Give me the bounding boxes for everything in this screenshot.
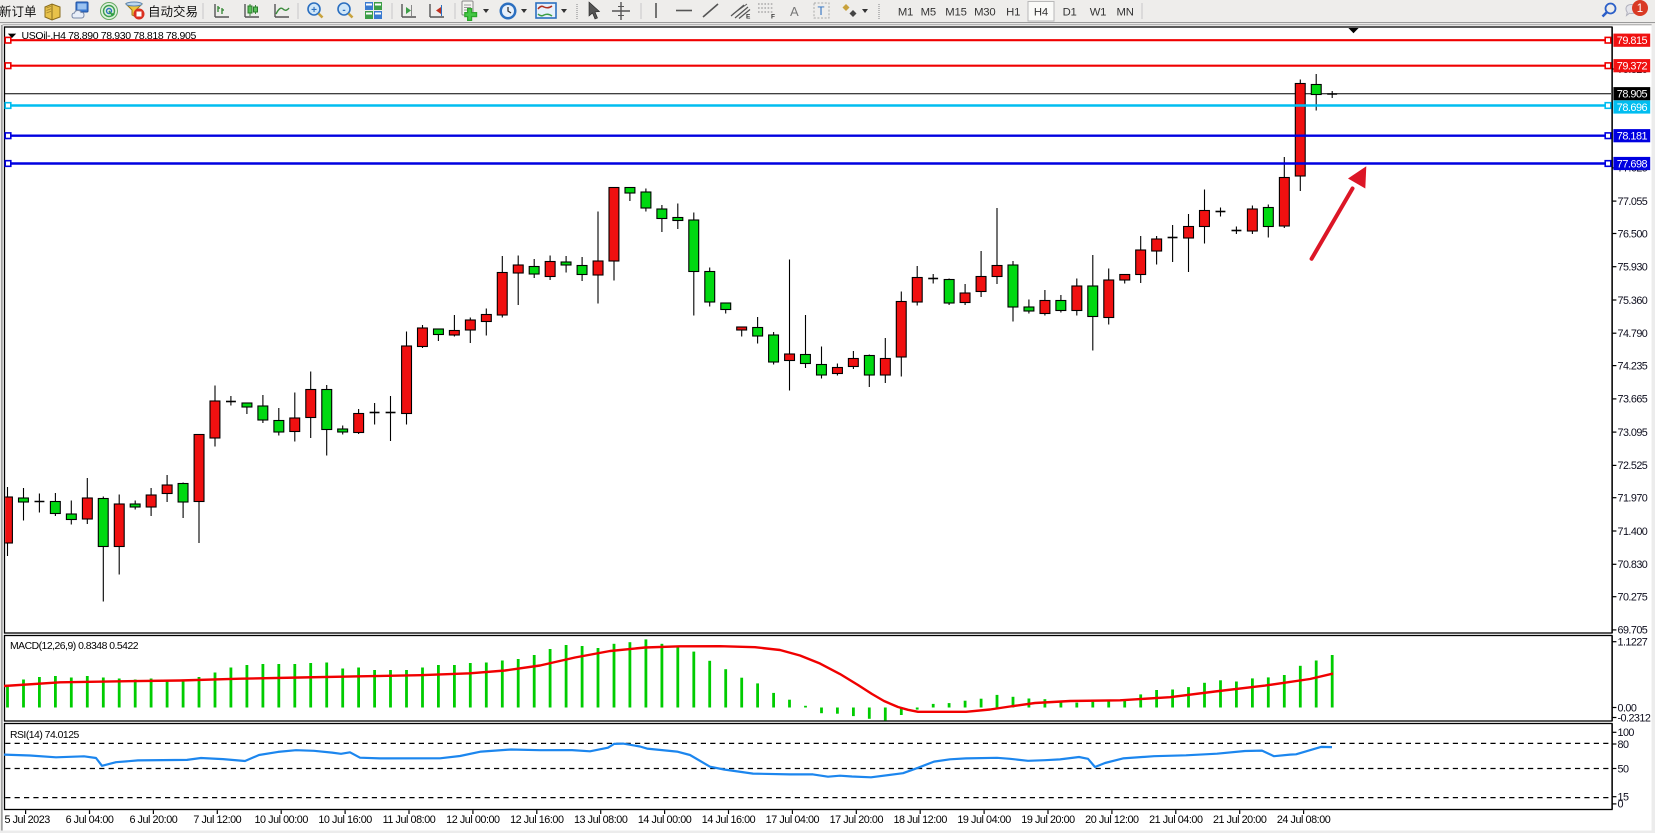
svg-text:12 Jul 16:00: 12 Jul 16:00 xyxy=(510,814,564,826)
svg-text:70.830: 70.830 xyxy=(1618,559,1648,571)
svg-text:80: 80 xyxy=(1618,739,1629,751)
svg-text:78.905: 78.905 xyxy=(1617,89,1648,101)
svg-text:H4: H4 xyxy=(1034,7,1048,19)
svg-text:10 Jul 00:00: 10 Jul 00:00 xyxy=(254,814,308,826)
svg-text:78.696: 78.696 xyxy=(1617,102,1648,114)
svg-text:19 Jul 20:00: 19 Jul 20:00 xyxy=(1021,814,1075,826)
svg-text:MN: MN xyxy=(1117,7,1134,19)
svg-text:20 Jul 12:00: 20 Jul 12:00 xyxy=(1085,814,1139,826)
svg-text:19 Jul 04:00: 19 Jul 04:00 xyxy=(957,814,1011,826)
svg-text:71.970: 71.970 xyxy=(1618,493,1648,505)
svg-text:17 Jul 04:00: 17 Jul 04:00 xyxy=(766,814,820,826)
svg-text:79.372: 79.372 xyxy=(1617,61,1648,73)
svg-text:74.790: 74.790 xyxy=(1618,328,1648,340)
svg-text:D1: D1 xyxy=(1063,7,1077,19)
svg-text:21 Jul 20:00: 21 Jul 20:00 xyxy=(1213,814,1267,826)
svg-text:0: 0 xyxy=(1618,799,1624,811)
svg-text:15: 15 xyxy=(1618,792,1629,804)
svg-text:100: 100 xyxy=(1618,727,1635,739)
svg-text:H1: H1 xyxy=(1006,7,1020,19)
svg-text:18 Jul 12:00: 18 Jul 12:00 xyxy=(893,814,947,826)
svg-text:5 Jul 2023: 5 Jul 2023 xyxy=(5,814,51,826)
svg-text:-: - xyxy=(342,5,345,16)
svg-text:11 Jul 08:00: 11 Jul 08:00 xyxy=(383,814,436,826)
svg-text:77.055: 77.055 xyxy=(1618,196,1648,208)
svg-text:73.665: 73.665 xyxy=(1618,394,1648,406)
svg-text:M1: M1 xyxy=(898,7,913,19)
svg-text:+: + xyxy=(311,5,317,16)
svg-text:USOil-.H4 78.890 78.930 78.81: USOil-.H4 78.890 78.930 78.818 78.905 xyxy=(22,30,197,42)
svg-text:17 Jul 20:00: 17 Jul 20:00 xyxy=(830,814,884,826)
svg-text:24 Jul 08:00: 24 Jul 08:00 xyxy=(1277,814,1331,826)
svg-text:14 Jul 16:00: 14 Jul 16:00 xyxy=(702,814,756,826)
svg-text:1.1227: 1.1227 xyxy=(1618,637,1648,649)
svg-text:69.705: 69.705 xyxy=(1618,625,1648,637)
svg-text:70.275: 70.275 xyxy=(1618,592,1648,604)
svg-text:10 Jul 16:00: 10 Jul 16:00 xyxy=(318,814,372,826)
svg-text:自动交易: 自动交易 xyxy=(148,4,198,19)
svg-text:MACD(12,26,9) 0.8348 0.5422: MACD(12,26,9) 0.8348 0.5422 xyxy=(10,641,139,652)
svg-text:71.400: 71.400 xyxy=(1618,526,1648,538)
svg-text:14 Jul 00:00: 14 Jul 00:00 xyxy=(638,814,692,826)
svg-text:W1: W1 xyxy=(1090,7,1107,19)
svg-text:21 Jul 04:00: 21 Jul 04:00 xyxy=(1149,814,1203,826)
svg-text:13 Jul 08:00: 13 Jul 08:00 xyxy=(574,814,628,826)
svg-text:新订单: 新订单 xyxy=(0,4,37,19)
svg-text:74.235: 74.235 xyxy=(1618,360,1648,372)
svg-text:78.181: 78.181 xyxy=(1617,131,1648,143)
svg-text:M5: M5 xyxy=(921,7,936,19)
svg-text:RSI(14) 74.0125: RSI(14) 74.0125 xyxy=(10,730,79,741)
svg-text:79.815: 79.815 xyxy=(1617,35,1648,47)
svg-text:7 Jul 12:00: 7 Jul 12:00 xyxy=(193,814,241,826)
svg-text:76.500: 76.500 xyxy=(1618,228,1648,240)
svg-text:M30: M30 xyxy=(974,7,995,19)
svg-text:A: A xyxy=(790,4,799,19)
svg-text:0.00: 0.00 xyxy=(1618,702,1637,714)
svg-text:72.525: 72.525 xyxy=(1618,460,1648,472)
svg-text:1: 1 xyxy=(1637,3,1643,15)
svg-text:E: E xyxy=(746,14,751,21)
svg-text:-0.2312: -0.2312 xyxy=(1618,712,1651,724)
svg-text:77.698: 77.698 xyxy=(1617,159,1648,171)
svg-text:50: 50 xyxy=(1618,763,1629,775)
svg-text:6 Jul 20:00: 6 Jul 20:00 xyxy=(129,814,177,826)
svg-text:73.095: 73.095 xyxy=(1618,427,1648,439)
svg-text:12 Jul 00:00: 12 Jul 00:00 xyxy=(446,814,500,826)
svg-text:T: T xyxy=(818,6,825,18)
svg-text:6 Jul 04:00: 6 Jul 04:00 xyxy=(66,814,114,826)
svg-text:F: F xyxy=(771,14,775,21)
svg-text:M15: M15 xyxy=(945,7,966,19)
svg-text:75.930: 75.930 xyxy=(1618,262,1648,274)
svg-text:75.360: 75.360 xyxy=(1618,295,1648,307)
